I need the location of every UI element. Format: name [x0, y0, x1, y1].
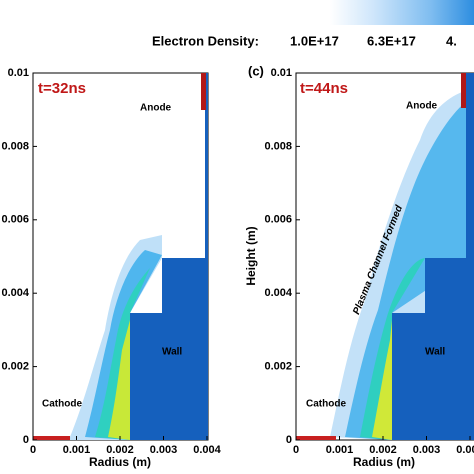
- y-tick-label: 0.002: [264, 361, 292, 373]
- anode: [461, 73, 466, 108]
- time-label: t=32ns: [38, 80, 86, 97]
- x-tick-label: 0: [293, 444, 299, 456]
- y-tick-label: 0.006: [264, 214, 292, 226]
- y-axis-label: Height (m): [244, 226, 258, 285]
- plasma: [108, 320, 130, 440]
- x-axis-label: Radius (m): [353, 455, 415, 469]
- annotation: Anode: [140, 103, 172, 114]
- electrode: [193, 258, 208, 440]
- x-tick-label: 0.003: [413, 444, 441, 456]
- panel-left: [32, 72, 209, 441]
- colorbar-tick: 6.3E+17: [367, 33, 416, 48]
- y-tick-label: 0.006: [1, 214, 29, 226]
- x-tick-label: 0.001: [63, 444, 91, 456]
- annotation: Wall: [425, 347, 445, 358]
- annotation: Anode: [406, 101, 438, 112]
- x-tick-label: 0.002: [106, 444, 134, 456]
- x-axis-label: Radius (m): [89, 455, 151, 469]
- annotation: Cathode: [306, 399, 346, 410]
- electrode: [130, 73, 208, 440]
- y-tick-label: 0.004: [1, 287, 29, 299]
- time-label: t=44ns: [300, 80, 348, 97]
- x-tick-label: 0.001: [326, 444, 354, 456]
- y-tick-label: 0.008: [1, 140, 29, 152]
- x-tick-label: 0.004: [456, 444, 474, 456]
- x-tick-label: 0.002: [369, 444, 397, 456]
- electrode: [392, 73, 474, 440]
- cathode: [33, 436, 70, 440]
- colorbar: [330, 0, 474, 25]
- cathode: [296, 436, 336, 440]
- colorbar-tick: 4.: [446, 33, 457, 48]
- y-tick-label: 0.002: [1, 361, 29, 373]
- x-tick-label: 0.004: [193, 444, 221, 456]
- anode: [201, 73, 206, 110]
- y-tick-label: 0.01: [8, 67, 29, 79]
- y-tick-label: 0.008: [264, 140, 292, 152]
- panel-right: [295, 72, 474, 441]
- annotation: Wall: [162, 347, 182, 358]
- colorbar-tick: 1.0E+17: [290, 33, 339, 48]
- plasma: [360, 258, 425, 440]
- annotation: Cathode: [42, 399, 82, 410]
- y-tick-label: 0: [23, 434, 29, 446]
- x-tick-label: 0: [30, 444, 36, 456]
- panel-tag: (c): [248, 63, 264, 78]
- plasma: [372, 320, 392, 440]
- x-tick-label: 0.003: [150, 444, 178, 456]
- colorbar-label: Electron Density:: [152, 33, 259, 48]
- y-tick-label: 0.004: [264, 287, 292, 299]
- y-tick-label: 0: [286, 434, 292, 446]
- y-tick-label: 0.01: [271, 67, 292, 79]
